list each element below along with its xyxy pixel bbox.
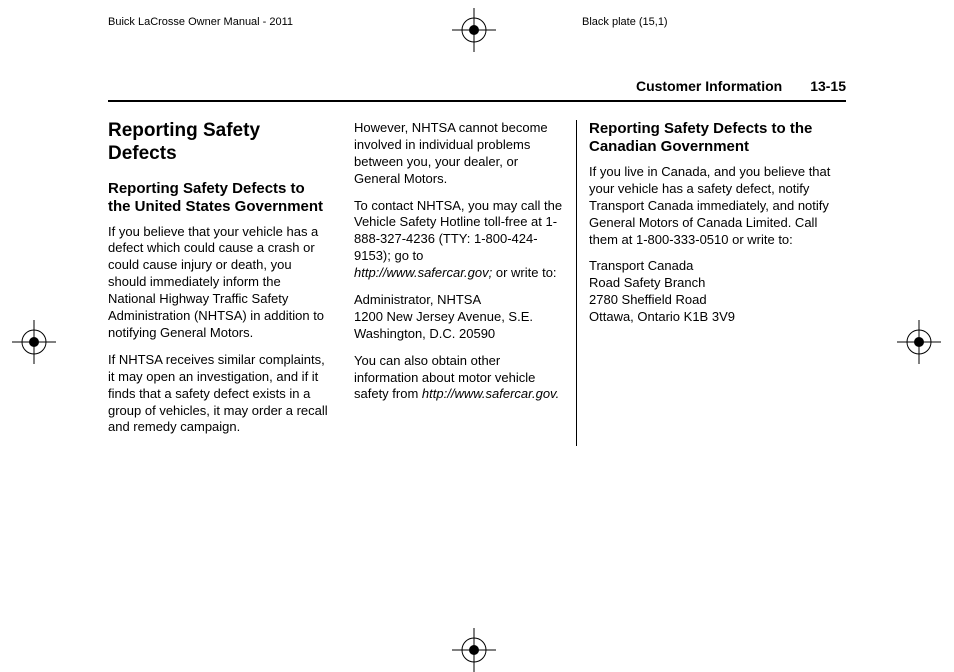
text: or write to:: [492, 265, 556, 280]
paragraph: You can also obtain other information ab…: [354, 353, 564, 404]
paragraph: If you live in Canada, and you believe t…: [589, 164, 846, 248]
column-3: Reporting Safety Defects to the Canadian…: [576, 120, 846, 446]
address-line: Road Safety Branch: [589, 275, 705, 290]
columns: Reporting Safety Defects Reporting Safet…: [108, 120, 846, 446]
text: To contact NHTSA, you may call the Vehic…: [354, 198, 562, 264]
plate-label: Black plate (15,1): [582, 16, 668, 28]
address-line: 1200 New Jersey Avenue, S.E.: [354, 309, 533, 324]
paragraph: If you believe that your vehicle has a d…: [108, 224, 330, 342]
column-1: Reporting Safety Defects Reporting Safet…: [108, 120, 342, 446]
registration-mark-left: [12, 320, 56, 364]
address-line: Transport Canada: [589, 258, 693, 273]
address-line: Administrator, NHTSA: [354, 292, 481, 307]
address-block: Administrator, NHTSA 1200 New Jersey Ave…: [354, 292, 564, 343]
heading-canada-gov: Reporting Safety Defects to the Canadian…: [589, 120, 846, 156]
address-line: 2780 Sheffield Road: [589, 292, 707, 307]
page-frame: Customer Information 13-15 Reporting Saf…: [108, 78, 846, 446]
url-text: http://www.safercar.gov;: [354, 265, 492, 280]
page-number: 13-15: [810, 78, 846, 94]
heading-main: Reporting Safety Defects: [108, 120, 330, 166]
address-line: Washington, D.C. 20590: [354, 326, 495, 341]
running-head: Customer Information 13-15: [108, 78, 846, 102]
section-name: Customer Information: [636, 78, 782, 94]
url-text: http://www.safercar.gov.: [422, 386, 559, 401]
paragraph: To contact NHTSA, you may call the Vehic…: [354, 198, 564, 282]
address-block: Transport Canada Road Safety Branch 2780…: [589, 258, 846, 326]
registration-mark-bottom: [452, 628, 496, 672]
registration-mark-top: [452, 8, 496, 52]
registration-mark-right: [897, 320, 941, 364]
manual-title: Buick LaCrosse Owner Manual - 2011: [108, 16, 293, 28]
column-2: However, NHTSA cannot become involved in…: [342, 120, 576, 446]
paragraph: However, NHTSA cannot become involved in…: [354, 120, 564, 188]
address-line: Ottawa, Ontario K1B 3V9: [589, 309, 735, 324]
paragraph: If NHTSA receives similar complaints, it…: [108, 352, 330, 436]
heading-us-gov: Reporting Safety Defects to the United S…: [108, 180, 330, 216]
